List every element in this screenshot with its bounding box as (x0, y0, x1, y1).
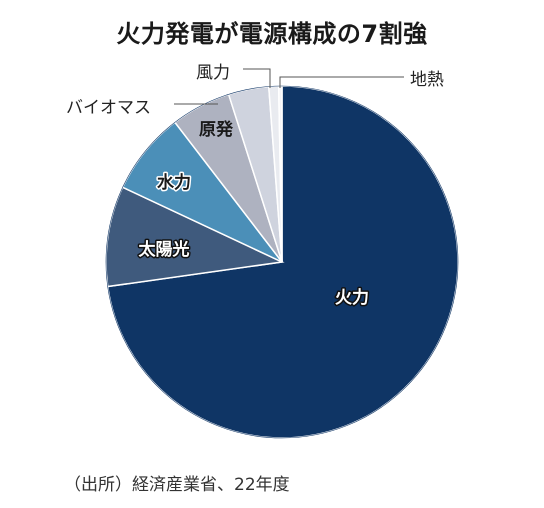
leader-lines (174, 68, 404, 105)
leader-line-7 (279, 76, 404, 88)
slice-label-3: 水力 (157, 172, 191, 193)
pie-slices (105, 85, 459, 439)
slice-label-6: 風力 (196, 63, 230, 83)
slice-label-5: バイオマス (66, 98, 151, 118)
source-note: （出所）経済産業省、22年度 (64, 475, 290, 495)
slice-label-4: 原発 (199, 119, 234, 140)
leader-line-6 (243, 68, 271, 88)
slice-label-1: 火力 (335, 287, 369, 308)
slice-label-7: 地熱 (410, 70, 444, 90)
pie-outline (105, 85, 459, 439)
slice-labels: 火力 太陽光 水力 原発 バイオマス 風力 地熱 (66, 63, 444, 310)
slice-label-2: 太陽光 (139, 239, 190, 260)
chart-title: 火力発電が電源構成の7割強 (116, 20, 428, 48)
